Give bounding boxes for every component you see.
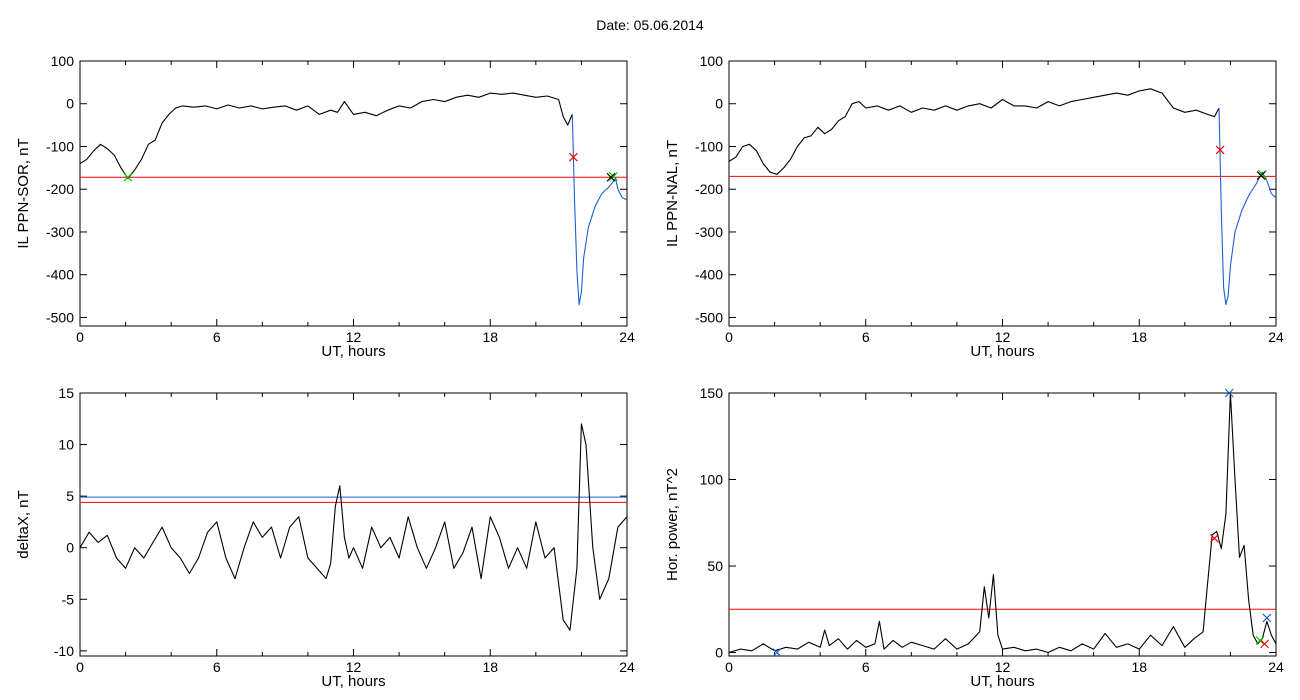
- point-marker: [1260, 639, 1270, 649]
- x-tick-label: 6: [862, 329, 870, 345]
- marker-stroke: [1260, 639, 1270, 649]
- series-line: [728, 88, 1220, 175]
- marker-stroke: [569, 152, 578, 162]
- y-tick-label: 50: [707, 558, 723, 574]
- x-tick-label: 18: [1131, 659, 1147, 675]
- x-axis-title: UT, hours: [321, 343, 385, 360]
- y-axis-title: deltaX, nT: [15, 490, 32, 558]
- x-tick-label: 12: [995, 329, 1011, 345]
- plot-frame: [728, 60, 1277, 327]
- y-tick-label: 5: [66, 488, 74, 504]
- x-tick-label: 0: [725, 659, 733, 675]
- point-marker: [1224, 388, 1234, 398]
- y-tick-label: 10: [58, 437, 74, 453]
- x-tick-label: 18: [1131, 329, 1147, 345]
- x-tick-label: 24: [1268, 659, 1284, 675]
- x-tick-label: 6: [213, 329, 221, 345]
- marker-stroke: [1210, 533, 1219, 543]
- chart-panel-deltax: 0 6 12 18 24 15 10 5 0 -5 -10 UT, hours deltaX, nT: [15, 385, 635, 690]
- x-tick-label: 6: [213, 659, 221, 675]
- marker-stroke: [1262, 613, 1272, 623]
- marker-stroke: [608, 171, 618, 181]
- y-tick-label: 0: [66, 96, 74, 112]
- x-tick-label: 0: [76, 329, 84, 345]
- y-tick-label: -400: [46, 267, 74, 283]
- plot-frame: [728, 392, 1277, 657]
- y-tick-label: -5: [62, 591, 75, 607]
- x-tick-label: 18: [482, 329, 498, 345]
- series-line: [1218, 107, 1277, 306]
- series-line: [571, 114, 628, 306]
- x-axis-title: UT, hours: [970, 673, 1034, 690]
- y-tick-label: 150: [700, 385, 724, 401]
- x-tick-label: 12: [346, 329, 362, 345]
- point-marker: [772, 648, 782, 657]
- point-marker: [608, 171, 618, 181]
- y-tick-label: 0: [66, 540, 74, 556]
- x-axis-title: UT, hours: [321, 673, 385, 690]
- x-axis-title: UT, hours: [970, 343, 1034, 360]
- y-tick-label: -300: [695, 224, 723, 240]
- marker-stroke: [123, 172, 133, 182]
- y-tick-label: 100: [700, 472, 724, 488]
- point-marker: [123, 172, 133, 182]
- point-marker: [1262, 613, 1272, 623]
- chart-panel-hor-power: 0 6 12 18 24 150 100 50 0 UT, hours Hor. power, nT…: [664, 385, 1284, 690]
- y-axis-title: IL PPN-NAL, nT: [664, 140, 681, 247]
- chart-panel-ppn-nal: 0 6 12 18 24 100 0 -100 -200 -300 -400 -500 UT, hour…: [664, 53, 1284, 360]
- x-tick-label: 6: [862, 659, 870, 675]
- marker-stroke: [1224, 388, 1234, 398]
- marker-stroke: [1215, 145, 1225, 155]
- y-tick-label: 15: [58, 385, 74, 401]
- y-tick-label: 100: [51, 53, 75, 69]
- x-tick-label: 12: [346, 659, 362, 675]
- y-tick-label: -500: [695, 309, 723, 325]
- y-tick-label: -200: [695, 181, 723, 197]
- chart-panel-ppn-sor: 0 6 12 18 24 100 0 -100 -200 -300 -400 -500 UT, hour…: [15, 53, 635, 360]
- point-marker: [1215, 145, 1225, 155]
- series-line: [728, 392, 1277, 654]
- y-axis-title: Hor. power, nT^2: [664, 468, 681, 581]
- marker-stroke: [606, 172, 616, 182]
- point-marker: [1210, 533, 1219, 543]
- y-tick-label: -400: [695, 267, 723, 283]
- y-tick-label: -100: [46, 138, 74, 154]
- point-marker: [569, 152, 578, 162]
- y-tick-label: -300: [46, 224, 74, 240]
- page-title: Date: 05.06.2014: [596, 17, 704, 33]
- x-tick-label: 24: [619, 659, 635, 675]
- y-tick-label: -100: [695, 138, 723, 154]
- y-tick-label: 100: [700, 53, 724, 69]
- series-line: [79, 92, 573, 180]
- x-tick-label: 0: [76, 659, 84, 675]
- marker-stroke: [1255, 636, 1265, 645]
- y-tick-label: -200: [46, 181, 74, 197]
- x-tick-label: 18: [482, 659, 498, 675]
- point-marker: [1255, 636, 1265, 645]
- marker-stroke: [772, 648, 782, 657]
- plot-frame: [79, 60, 628, 327]
- y-tick-label: 0: [715, 96, 723, 112]
- x-tick-label: 0: [725, 329, 733, 345]
- plot-frame: [79, 392, 628, 657]
- point-marker: [606, 172, 616, 182]
- y-tick-label: 0: [715, 645, 723, 661]
- point-marker: [1256, 171, 1266, 180]
- x-tick-label: 12: [995, 659, 1011, 675]
- x-tick-label: 24: [619, 329, 635, 345]
- y-axis-title: IL PPN-SOR, nT: [15, 138, 32, 248]
- marker-stroke: [1256, 171, 1266, 180]
- y-tick-label: -500: [46, 309, 74, 325]
- series-line: [79, 423, 628, 631]
- y-tick-label: -10: [54, 643, 74, 659]
- x-tick-label: 24: [1268, 329, 1284, 345]
